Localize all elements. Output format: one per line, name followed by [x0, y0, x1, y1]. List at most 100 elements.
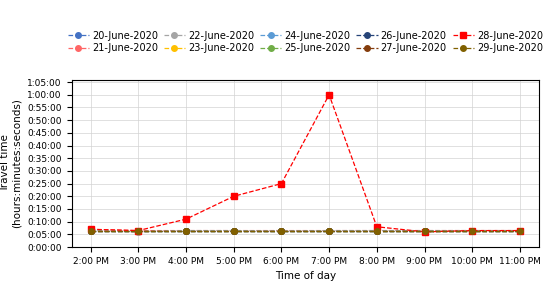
- 21-June-2020: [183, 229, 189, 232]
- 20-June-2020: [278, 229, 285, 232]
- 24-June-2020: [421, 229, 428, 232]
- 26-June-2020: [421, 229, 428, 232]
- Line: 24-June-2020: 24-June-2020: [88, 228, 522, 233]
- Line: 26-June-2020: 26-June-2020: [88, 228, 522, 233]
- 21-June-2020: [373, 229, 380, 232]
- 26-June-2020: [469, 229, 476, 232]
- 26-June-2020: [278, 229, 285, 232]
- 28-June-2020: [469, 229, 476, 232]
- 27-June-2020: [87, 229, 94, 232]
- 21-June-2020: [135, 229, 141, 232]
- 27-June-2020: [373, 229, 380, 232]
- 23-June-2020: [135, 229, 141, 232]
- 25-June-2020: [183, 229, 189, 232]
- 23-June-2020: [516, 229, 523, 232]
- 29-June-2020: [183, 229, 189, 232]
- Line: 29-June-2020: 29-June-2020: [88, 228, 522, 233]
- 23-June-2020: [278, 229, 285, 232]
- 24-June-2020: [135, 229, 141, 232]
- 28-June-2020: [326, 93, 332, 97]
- 25-June-2020: [278, 229, 285, 232]
- 24-June-2020: [183, 229, 189, 232]
- 22-June-2020: [183, 229, 189, 232]
- 22-June-2020: [373, 229, 380, 232]
- 29-June-2020: [516, 229, 523, 232]
- 21-June-2020: [469, 229, 476, 232]
- 21-June-2020: [278, 229, 285, 232]
- 25-June-2020: [469, 229, 476, 232]
- 27-June-2020: [135, 229, 141, 232]
- 21-June-2020: [230, 229, 237, 232]
- 22-June-2020: [135, 230, 141, 233]
- Line: 21-June-2020: 21-June-2020: [88, 227, 522, 233]
- 27-June-2020: [183, 229, 189, 232]
- 25-June-2020: [421, 229, 428, 232]
- 28-June-2020: [183, 218, 189, 221]
- 29-June-2020: [373, 229, 380, 232]
- 27-June-2020: [421, 229, 428, 232]
- 23-June-2020: [326, 229, 332, 232]
- 20-June-2020: [516, 229, 523, 232]
- 25-June-2020: [326, 229, 332, 232]
- 23-June-2020: [87, 229, 94, 232]
- 24-June-2020: [230, 229, 237, 232]
- 27-June-2020: [469, 229, 476, 232]
- 29-June-2020: [326, 229, 332, 232]
- 24-June-2020: [326, 229, 332, 232]
- 24-June-2020: [373, 229, 380, 232]
- 20-June-2020: [230, 229, 237, 232]
- 26-June-2020: [87, 229, 94, 232]
- 25-June-2020: [87, 229, 94, 232]
- 27-June-2020: [326, 229, 332, 232]
- Line: 25-June-2020: 25-June-2020: [88, 228, 522, 233]
- 28-June-2020: [135, 229, 141, 232]
- 26-June-2020: [230, 229, 237, 232]
- 26-June-2020: [373, 229, 380, 232]
- 23-June-2020: [469, 229, 476, 232]
- 26-June-2020: [135, 229, 141, 232]
- 25-June-2020: [373, 229, 380, 232]
- 20-June-2020: [421, 229, 428, 232]
- 20-June-2020: [87, 229, 94, 232]
- 28-June-2020: [87, 227, 94, 231]
- 22-June-2020: [516, 229, 523, 232]
- 21-June-2020: [326, 229, 332, 232]
- 20-June-2020: [326, 229, 332, 232]
- 28-June-2020: [278, 182, 285, 185]
- 26-June-2020: [183, 229, 189, 232]
- 29-June-2020: [230, 229, 237, 232]
- 26-June-2020: [516, 229, 523, 232]
- 20-June-2020: [135, 229, 141, 232]
- 28-June-2020: [516, 229, 523, 232]
- 25-June-2020: [135, 229, 141, 232]
- 28-June-2020: [373, 225, 380, 228]
- Line: 22-June-2020: 22-June-2020: [88, 228, 522, 235]
- 29-June-2020: [421, 229, 428, 232]
- 22-June-2020: [421, 229, 428, 232]
- 24-June-2020: [516, 229, 523, 232]
- 23-June-2020: [230, 229, 237, 232]
- Line: 23-June-2020: 23-June-2020: [88, 228, 522, 233]
- 22-June-2020: [326, 229, 332, 232]
- X-axis label: Time of day: Time of day: [274, 271, 336, 281]
- 28-June-2020: [230, 195, 237, 198]
- 22-June-2020: [87, 229, 94, 232]
- 27-June-2020: [230, 229, 237, 232]
- 28-June-2020: [421, 230, 428, 233]
- 25-June-2020: [230, 229, 237, 232]
- 23-June-2020: [373, 229, 380, 232]
- 29-June-2020: [278, 229, 285, 232]
- 25-June-2020: [516, 229, 523, 232]
- 20-June-2020: [469, 229, 476, 232]
- 22-June-2020: [230, 229, 237, 232]
- Y-axis label: Travel time
(hours:minutes:seconds): Travel time (hours:minutes:seconds): [0, 98, 21, 228]
- 21-June-2020: [516, 229, 523, 232]
- 23-June-2020: [421, 229, 428, 232]
- 24-June-2020: [278, 229, 285, 232]
- 22-June-2020: [278, 229, 285, 233]
- 29-June-2020: [135, 229, 141, 232]
- 22-June-2020: [469, 229, 476, 232]
- 27-June-2020: [278, 229, 285, 232]
- Legend: 20-June-2020, 21-June-2020, 22-June-2020, 23-June-2020, 24-June-2020, 25-June-20: 20-June-2020, 21-June-2020, 22-June-2020…: [68, 31, 543, 53]
- 24-June-2020: [469, 229, 476, 232]
